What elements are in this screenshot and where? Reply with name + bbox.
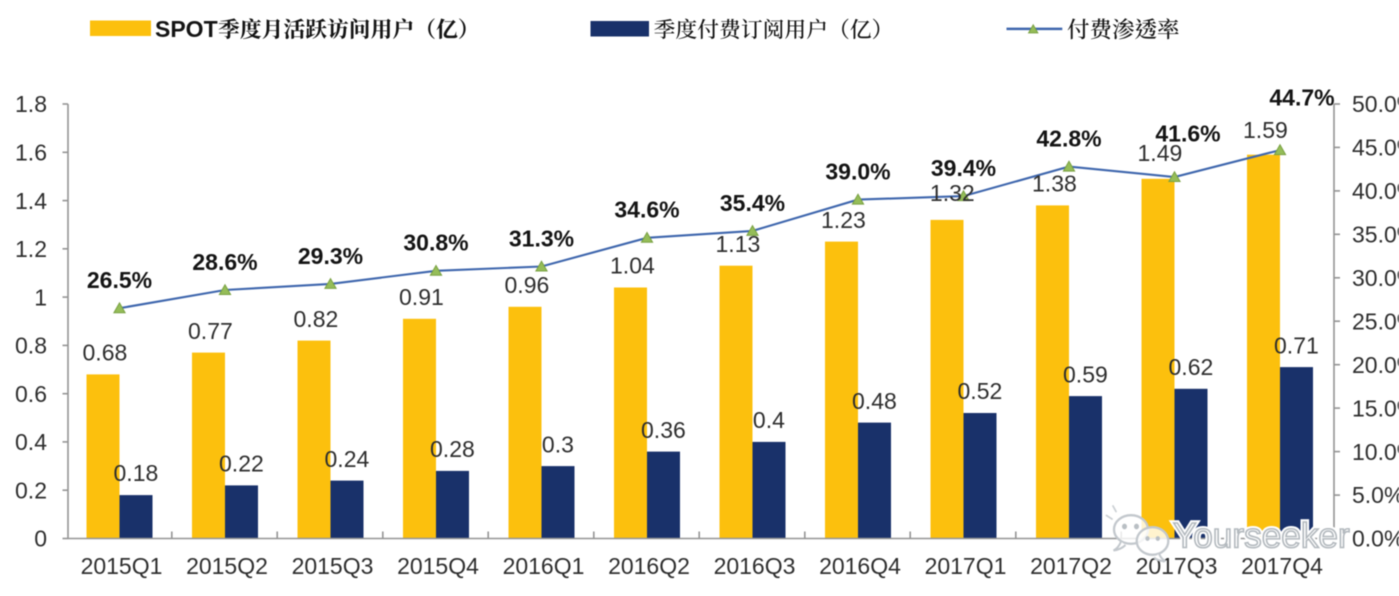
svg-text:15.0%: 15.0% [1352,395,1399,421]
svg-text:39.4%: 39.4% [931,155,996,181]
svg-text:0.4: 0.4 [753,407,785,433]
svg-text:0.24: 0.24 [325,446,370,472]
svg-text:10.0%: 10.0% [1352,439,1399,465]
svg-text:0: 0 [34,526,47,552]
svg-text:2015Q3: 2015Q3 [292,553,374,579]
svg-text:35.4%: 35.4% [720,190,785,216]
svg-text:42.8%: 42.8% [1036,126,1101,152]
svg-text:1: 1 [34,284,47,310]
svg-text:Yourseeker: Yourseeker [1173,517,1350,556]
svg-text:0.48: 0.48 [852,388,897,414]
svg-text:0.62: 0.62 [1169,354,1214,380]
svg-text:0.6: 0.6 [15,381,47,407]
svg-text:35.0%: 35.0% [1352,222,1399,248]
svg-text:SPOT: SPOT [155,16,218,42]
svg-text:31.3%: 31.3% [509,225,574,251]
svg-text:44.7%: 44.7% [1269,84,1334,110]
svg-text:1.2: 1.2 [15,236,47,262]
svg-text:2016Q2: 2016Q2 [608,553,690,579]
svg-text:0.4: 0.4 [15,429,47,455]
svg-text:2015Q4: 2015Q4 [397,553,479,579]
svg-text:29.3%: 29.3% [298,243,363,269]
svg-text:0.71: 0.71 [1274,332,1319,358]
svg-text:2015Q1: 2015Q1 [81,553,163,579]
svg-text:25.0%: 25.0% [1352,308,1399,334]
svg-text:Yourseeker: Yourseeker [1173,517,1350,556]
svg-text:0.8: 0.8 [15,333,47,359]
svg-text:2016Q3: 2016Q3 [714,553,796,579]
svg-text:0.59: 0.59 [1063,361,1108,387]
svg-text:0.68: 0.68 [83,340,128,366]
svg-text:26.5%: 26.5% [87,267,152,293]
svg-text:39.0%: 39.0% [825,159,890,185]
svg-text:1.49: 1.49 [1138,140,1183,166]
svg-text:50.0%: 50.0% [1352,91,1399,117]
svg-text:5.0%: 5.0% [1352,482,1399,508]
svg-text:2017Q2: 2017Q2 [1030,553,1112,579]
svg-text:34.6%: 34.6% [614,197,679,223]
svg-text:40.0%: 40.0% [1352,178,1399,204]
svg-text:0.28: 0.28 [430,436,475,462]
svg-text:1.32: 1.32 [930,180,975,206]
svg-text:1.13: 1.13 [716,231,761,257]
svg-text:0.52: 0.52 [958,378,1003,404]
svg-text:0.91: 0.91 [399,284,444,310]
svg-text:1.6: 1.6 [15,140,47,166]
svg-text:0.22: 0.22 [219,451,264,477]
svg-text:0.0%: 0.0% [1352,526,1399,552]
svg-text:0.18: 0.18 [114,460,159,486]
svg-text:0.96: 0.96 [505,272,550,298]
svg-text:1.4: 1.4 [15,188,47,214]
svg-text:2017Q3: 2017Q3 [1136,553,1218,579]
svg-text:45.0%: 45.0% [1352,135,1399,161]
svg-text:1.04: 1.04 [610,253,655,279]
svg-text:0.3: 0.3 [542,431,574,457]
svg-text:2017Q4: 2017Q4 [1241,553,1323,579]
svg-text:2017Q1: 2017Q1 [925,553,1007,579]
svg-text:2016Q1: 2016Q1 [503,553,585,579]
svg-text:0.77: 0.77 [188,318,233,344]
svg-text:41.6%: 41.6% [1155,120,1220,146]
svg-text:2016Q4: 2016Q4 [819,553,901,579]
svg-text:0.36: 0.36 [641,417,686,443]
svg-text:0.2: 0.2 [15,477,47,503]
svg-text:28.6%: 28.6% [192,249,257,275]
svg-text:2015Q2: 2015Q2 [186,553,268,579]
svg-text:0.82: 0.82 [294,306,339,332]
svg-text:30.8%: 30.8% [403,230,468,256]
svg-text:1.23: 1.23 [821,207,866,233]
svg-text:30.0%: 30.0% [1352,265,1399,291]
svg-text:1.59: 1.59 [1243,117,1288,143]
svg-text:1.38: 1.38 [1032,171,1077,197]
svg-text:20.0%: 20.0% [1352,352,1399,378]
svg-text:1.8: 1.8 [15,91,47,117]
